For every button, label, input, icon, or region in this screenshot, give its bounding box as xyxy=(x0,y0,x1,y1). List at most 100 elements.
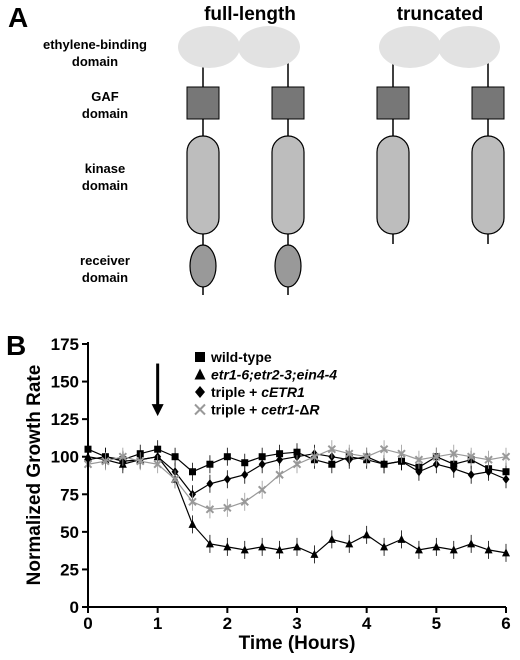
legend-marker-diamond xyxy=(195,386,205,398)
y-tick-label: 25 xyxy=(60,560,79,579)
data-point xyxy=(466,452,476,461)
data-point xyxy=(223,474,231,484)
x-tick-label: 5 xyxy=(432,614,441,633)
data-point xyxy=(449,449,458,458)
truncated-receptor-dimer xyxy=(376,26,505,244)
legend-label: etr1-6;etr2-3;ein4-4 xyxy=(211,367,337,383)
data-point xyxy=(292,460,302,469)
data-point xyxy=(415,467,423,477)
data-point xyxy=(171,453,179,461)
data-point xyxy=(240,545,249,554)
data-point xyxy=(188,497,197,507)
data-point xyxy=(206,460,214,468)
y-tick-label: 100 xyxy=(51,448,79,467)
kinase-domain-shape xyxy=(186,135,220,235)
panel-a-letter: A xyxy=(8,2,29,33)
data-point xyxy=(414,545,423,554)
legend-label: wild-type xyxy=(210,349,272,365)
data-point xyxy=(397,449,406,458)
legend-label-part: R xyxy=(309,402,320,418)
data-point xyxy=(484,545,493,554)
y-tick-label: 50 xyxy=(60,523,79,542)
data-point xyxy=(188,519,197,528)
x-tick-label: 6 xyxy=(501,614,510,633)
data-point xyxy=(345,539,354,548)
data-point xyxy=(205,505,215,514)
y-tick-label: 125 xyxy=(51,410,79,429)
ethylene-binding-domain-shape xyxy=(438,26,500,68)
data-point xyxy=(223,453,231,461)
data-point xyxy=(310,452,319,461)
legend-marker-cross xyxy=(194,403,206,416)
receptor-domain-diagram xyxy=(178,26,505,295)
kinase-domain-label: kinase domain xyxy=(60,160,150,194)
receiver-label-line-1: receiver xyxy=(80,253,130,268)
data-point xyxy=(501,452,511,461)
legend-label-part: triple + xyxy=(211,402,261,418)
data-point xyxy=(327,444,337,454)
gaf-domain-shape xyxy=(471,86,505,120)
data-point xyxy=(380,459,388,469)
y-tick-label: 175 xyxy=(51,335,79,354)
data-point xyxy=(502,474,510,484)
legend-label: triple + cETR1 xyxy=(211,384,305,400)
data-point xyxy=(258,542,267,551)
column-title-full-length: full-length xyxy=(204,4,296,25)
data-point xyxy=(432,542,441,551)
data-point xyxy=(223,542,232,551)
column-title-truncated: truncated xyxy=(396,4,484,25)
data-point xyxy=(484,455,493,464)
legend-label-part: cetr1- xyxy=(261,402,299,418)
ethylene-binding-domain-shape xyxy=(178,26,240,68)
kinase-domain-shape xyxy=(376,135,410,235)
ethylene-binding-domain-shape xyxy=(379,26,441,68)
data-point xyxy=(293,542,301,551)
receiver-domain-shape xyxy=(189,244,217,288)
legend-label-part: Δ xyxy=(299,402,309,418)
receiver-domain-shape xyxy=(274,244,302,288)
gaf-domain-shape xyxy=(186,86,220,120)
data-point xyxy=(379,444,389,454)
x-tick-label: 1 xyxy=(153,614,162,633)
gaf-label-line-2: domain xyxy=(81,106,129,121)
data-point xyxy=(189,468,196,476)
growth-rate-chart: 0 25 50 75 100 125 150 175 0 1 2 3 4 5 6 Normalized Gr… xyxy=(24,335,511,654)
data-point xyxy=(240,497,249,507)
data-point xyxy=(502,548,510,557)
data-point xyxy=(205,539,214,548)
data-point xyxy=(118,452,128,461)
ethylene-binding-domain-label: ethylene-binding domain xyxy=(20,36,170,70)
data-point xyxy=(414,455,424,464)
data-point xyxy=(170,475,180,484)
data-point xyxy=(275,545,284,554)
x-tick-label: 0 xyxy=(83,614,92,633)
data-point xyxy=(380,542,389,551)
legend-label-part: cETR1 xyxy=(261,384,305,400)
legend-label-part: triple + xyxy=(211,384,261,400)
gaf-domain-shape xyxy=(271,86,305,120)
treatment-arrow-head xyxy=(151,404,164,417)
data-point xyxy=(101,457,110,466)
legend-label-part: wild-type xyxy=(210,349,272,365)
series-2 xyxy=(84,444,510,504)
data-point xyxy=(223,503,232,513)
data-point xyxy=(450,464,458,474)
y-tick-label: 150 xyxy=(51,373,79,392)
full-length-receptor-dimer xyxy=(178,26,305,295)
x-axis-label: Time (Hours) xyxy=(239,633,356,654)
data-point xyxy=(153,460,162,469)
kinase-domain-shape xyxy=(271,135,305,235)
y-axis-label: Normalized Growth Rate xyxy=(24,365,45,586)
data-point xyxy=(257,485,267,494)
kinase-label-line-1: kinase xyxy=(84,161,126,176)
data-point xyxy=(241,470,249,480)
data-point xyxy=(258,459,266,469)
data-point xyxy=(449,545,458,554)
receiver-domain-label: receiver domain xyxy=(60,252,150,286)
kinase-domain-shape xyxy=(471,135,505,235)
x-tick-label: 2 xyxy=(223,614,232,633)
data-point xyxy=(397,534,406,543)
x-tick-label: 4 xyxy=(362,614,372,633)
legend-marker-square xyxy=(195,352,205,362)
